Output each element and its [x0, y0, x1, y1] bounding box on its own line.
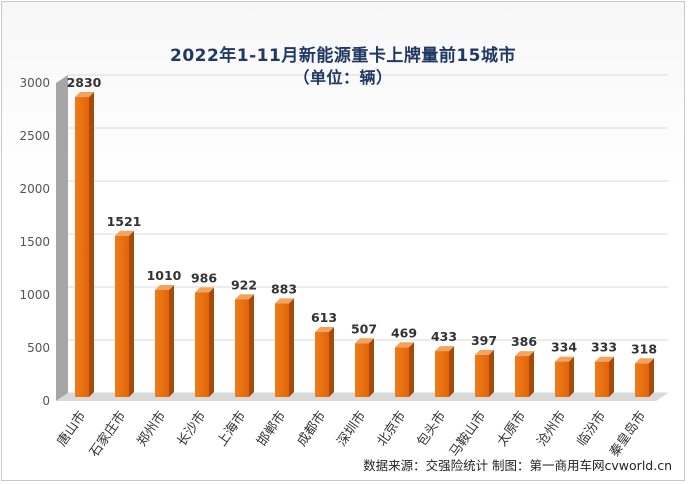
bar: [155, 284, 174, 397]
y-tick-label: 1500: [19, 235, 50, 249]
bar: [115, 230, 134, 397]
data-label: 334: [551, 340, 577, 355]
bar: [595, 356, 614, 397]
data-label: 922: [231, 277, 257, 292]
y-axis: 0 500 1000 1500 2000 2500 3000: [19, 76, 50, 408]
bar: [315, 327, 334, 397]
data-label: 318: [631, 341, 657, 356]
y-tick-label: 500: [27, 341, 50, 355]
bar: [75, 92, 94, 398]
y-tick-label: 0: [42, 394, 50, 408]
bar: [355, 338, 374, 397]
bar: [395, 342, 414, 397]
bar: [555, 356, 574, 397]
x-tick-label: 邯郸市: [254, 408, 289, 449]
chart-title: 2022年1-11月新能源重卡上牌量前15城市: [169, 46, 516, 66]
x-tick-label: 包头市: [414, 408, 449, 449]
x-tick-label: 成都市: [294, 408, 329, 449]
data-label: 433: [431, 329, 457, 344]
data-label: 2830: [67, 75, 102, 90]
bars: [75, 92, 654, 398]
bar: [475, 349, 494, 397]
data-label: 386: [511, 334, 537, 349]
bar: [195, 287, 214, 397]
bar: [635, 358, 654, 397]
x-tick-label: 北京市: [374, 408, 409, 449]
data-label: 1521: [107, 214, 142, 229]
y-tick-label: 2500: [19, 129, 50, 143]
x-tick-label: 临汾市: [574, 408, 609, 449]
y-tick-label: 1000: [19, 288, 50, 302]
x-tick-label: 上海市: [214, 408, 249, 449]
data-label: 613: [311, 310, 337, 325]
bar: [235, 294, 254, 397]
data-label: 507: [351, 321, 377, 336]
data-label: 1010: [147, 268, 182, 283]
source-note: 数据来源：交强险统计 制图：第一商用车网cvworld.cn: [363, 458, 672, 473]
data-label: 333: [591, 340, 617, 355]
x-tick-label: 唐山市: [54, 408, 89, 449]
x-tick-label: 长沙市: [174, 408, 209, 449]
data-label: 883: [271, 281, 297, 296]
data-label: 986: [191, 270, 217, 285]
y-tick-label: 3000: [19, 76, 50, 90]
data-label: 469: [391, 325, 417, 340]
bar: [275, 298, 294, 397]
x-tick-label: 太原市: [494, 408, 529, 449]
x-tick-label: 马鞍山市: [446, 408, 489, 460]
chart-subtitle: （单位：辆）: [293, 68, 393, 87]
x-tick-label: 沧州市: [534, 408, 569, 449]
bar: [515, 351, 534, 397]
data-labels: 2830 1521 1010 986 922 883 613 507 469 433 397 386 3…: [67, 75, 657, 356]
x-tick-label: 石家庄市: [86, 408, 129, 460]
y-tick-label: 2000: [19, 182, 50, 196]
x-tick-label: 郑州市: [134, 408, 169, 449]
x-tick-label: 深圳市: [334, 408, 369, 449]
data-label: 397: [471, 333, 497, 348]
x-tick-label: 秦皇岛市: [606, 408, 649, 460]
bar: [435, 346, 454, 397]
